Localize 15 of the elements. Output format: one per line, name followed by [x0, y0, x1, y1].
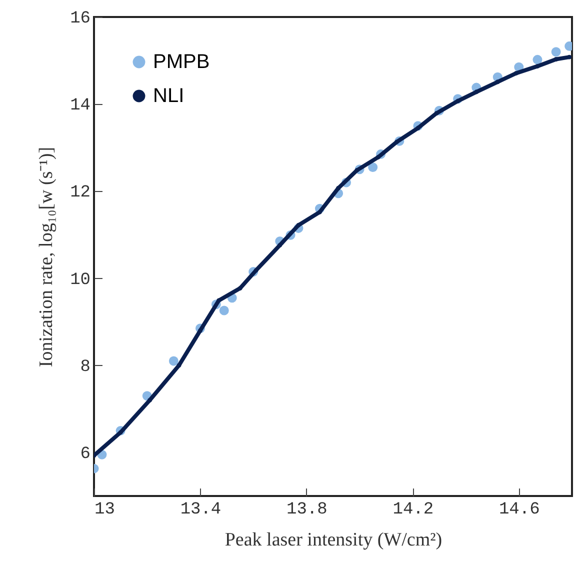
legend-label: PMPB	[153, 51, 210, 73]
y-tick-label: 12	[70, 184, 90, 203]
x-tick-label: 14.2	[392, 500, 434, 520]
y-tick-label: 10	[70, 270, 90, 290]
x-tick-label: 13.4	[180, 500, 222, 520]
x-tick-label: 13	[94, 500, 115, 520]
y-tick-label: 16	[70, 10, 90, 28]
x-axis-title: Peak laser intensity (W/cm²)	[224, 530, 442, 550]
y-tick-label: 6	[80, 444, 90, 464]
y-tick-label: 8	[80, 358, 90, 377]
x-tick-label: 14.6	[498, 500, 540, 520]
y-axis-title: Ionization rate, log₁₀[w (s⁻¹)]	[36, 146, 58, 368]
y-tick-label: 14	[70, 96, 90, 116]
legend-label: NLI	[153, 85, 184, 107]
x-tick-label: 13.8	[286, 500, 328, 520]
